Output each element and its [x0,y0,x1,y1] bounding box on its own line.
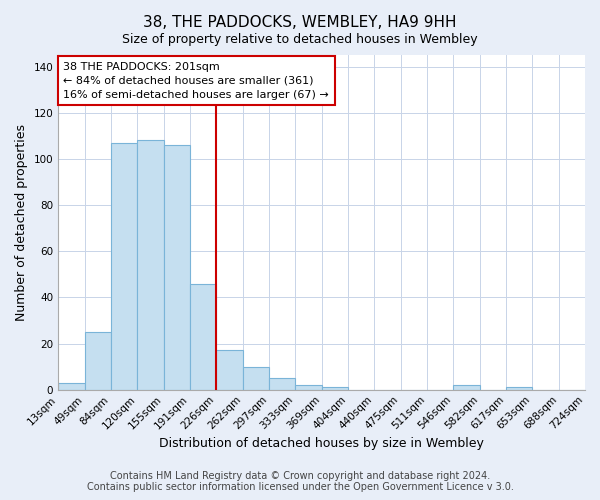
Bar [269,378,295,390]
Text: Contains HM Land Registry data © Crown copyright and database right 2024.
Contai: Contains HM Land Registry data © Crown c… [86,471,514,492]
Bar [216,350,242,390]
X-axis label: Distribution of detached houses by size in Wembley: Distribution of detached houses by size … [159,437,484,450]
Bar [164,145,190,390]
Bar [111,142,137,390]
Bar [190,284,216,390]
Bar [506,388,532,390]
Bar [137,140,164,390]
Bar [58,383,85,390]
Text: Size of property relative to detached houses in Wembley: Size of property relative to detached ho… [122,32,478,46]
Bar [453,385,479,390]
Bar [322,388,348,390]
Text: 38 THE PADDOCKS: 201sqm
← 84% of detached houses are smaller (361)
16% of semi-d: 38 THE PADDOCKS: 201sqm ← 84% of detache… [64,62,329,100]
Y-axis label: Number of detached properties: Number of detached properties [15,124,28,321]
Text: 38, THE PADDOCKS, WEMBLEY, HA9 9HH: 38, THE PADDOCKS, WEMBLEY, HA9 9HH [143,15,457,30]
Bar [295,385,322,390]
Bar [242,366,269,390]
Bar [85,332,111,390]
